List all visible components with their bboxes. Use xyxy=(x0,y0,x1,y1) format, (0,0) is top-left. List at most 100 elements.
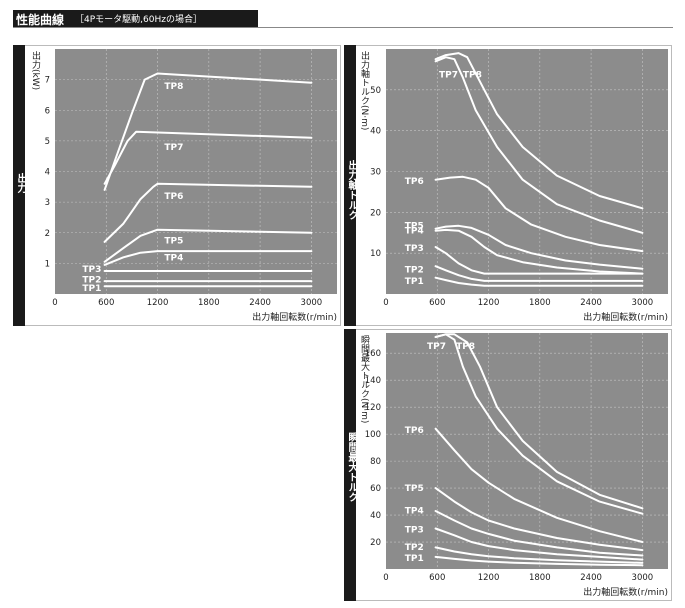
y-tick-label: 160 xyxy=(365,349,381,359)
plot-area xyxy=(386,333,668,569)
series-line-tp4 xyxy=(103,250,313,266)
x-tick-label: 0 xyxy=(52,298,57,308)
max-torque-chart: 0 600 1200 1800 2400 3000 20 40 60 80 100 120 140 160… xyxy=(359,333,668,598)
header-bar: 性能曲線 ［4Pモータ駆動,60Hzの場合］ xyxy=(13,10,258,27)
output-torque-chart: 0 600 1200 1800 2400 3000 10 20 30 40 50 TP7 TP8 TP6 T… xyxy=(359,49,668,323)
curve-label-tp8: TP8 xyxy=(456,342,475,352)
output-power-chart: 0 600 1200 1800 2400 3000 1 2 3 4 5 6 7 TP8 TP7 TP6 TP5 T… xyxy=(30,49,337,323)
y-tick-label: 50 xyxy=(370,86,381,96)
x-tick-label: 1800 xyxy=(198,298,220,308)
y-tick-label: 30 xyxy=(370,168,381,178)
x-tick-label: 600 xyxy=(98,298,114,308)
curve-label-tp1: TP1 xyxy=(405,277,424,287)
y-tick-label: 40 xyxy=(370,127,381,137)
y-tick-label: 7 xyxy=(45,76,50,86)
y-axis-label: 出力軸トルク(N·m) xyxy=(359,50,370,130)
side-label-output: 出力 xyxy=(15,173,26,193)
series-line-tp4 xyxy=(434,510,644,557)
curve-label-tp4: TP4 xyxy=(164,253,183,263)
curve-label-tp6: TP6 xyxy=(405,177,424,187)
x-tick-label: 600 xyxy=(429,298,445,308)
x-tick-label: 3000 xyxy=(632,298,654,308)
curve-label-tp4: TP4 xyxy=(405,507,424,517)
x-axis-label: 出力軸回転数(r/min) xyxy=(583,586,668,598)
series-line-tp3 xyxy=(434,527,644,561)
series-line-tp7 xyxy=(434,333,644,515)
header-divider xyxy=(13,27,673,28)
x-tick-label: 1200 xyxy=(478,298,500,308)
y-axis-label: 出力(kW) xyxy=(30,50,41,90)
y-tick-label: 2 xyxy=(45,229,50,239)
x-tick-label: 1800 xyxy=(529,298,551,308)
y-tick-label: 10 xyxy=(370,249,381,259)
curve-label-tp6: TP6 xyxy=(164,192,183,202)
curve-label-tp3: TP3 xyxy=(405,244,424,254)
header-title: 性能曲線 xyxy=(16,13,65,27)
y-tick-label: 120 xyxy=(365,403,381,413)
series-line-tp7 xyxy=(103,130,313,185)
x-tick-label: 2400 xyxy=(580,298,602,308)
series-line-tp4 xyxy=(434,228,644,275)
series-line-tp1 xyxy=(434,555,644,567)
y-tick-label: 140 xyxy=(365,376,381,386)
series-line-tp1 xyxy=(434,276,644,287)
x-tick-label: 600 xyxy=(429,573,445,583)
series-line-tp8 xyxy=(103,72,313,191)
y-tick-label: 5 xyxy=(45,137,50,147)
curve-label-tp3: TP3 xyxy=(82,265,101,275)
series-line-tp6 xyxy=(434,175,644,253)
y-tick-label: 3 xyxy=(45,198,50,208)
series-line-tp6 xyxy=(103,182,313,243)
y-tick-label: 20 xyxy=(370,208,381,218)
x-tick-label: 3000 xyxy=(301,298,323,308)
series-line-tp8 xyxy=(434,333,644,510)
curve-label-tp6: TP6 xyxy=(405,426,424,436)
header-subtitle: ［4Pモータ駆動,60Hzの場合］ xyxy=(75,15,202,25)
side-label-max-torque: 瞬間最大トルク xyxy=(346,432,357,502)
side-tab-torque: 出力軸トルク xyxy=(344,45,357,326)
x-tick-label: 2400 xyxy=(580,573,602,583)
curve-label-tp2: TP2 xyxy=(405,265,424,275)
series-line-tp5 xyxy=(103,228,313,263)
x-tick-label: 2400 xyxy=(249,298,271,308)
x-tick-label: 1200 xyxy=(478,573,500,583)
y-tick-label: 100 xyxy=(365,430,381,440)
y-tick-label: 6 xyxy=(45,106,50,116)
curve-label-tp4: TP4 xyxy=(405,227,424,237)
y-tick-label: 40 xyxy=(370,511,381,521)
curve-label-tp2: TP2 xyxy=(405,543,424,553)
x-tick-label: 0 xyxy=(383,573,388,583)
curve-label-tp5: TP5 xyxy=(405,484,424,494)
x-tick-label: 1200 xyxy=(147,298,169,308)
x-axis-label: 出力軸回転数(r/min) xyxy=(583,311,668,323)
curve-label-tp5: TP5 xyxy=(164,236,183,246)
series-line-tp2 xyxy=(434,265,644,282)
y-tick-label: 4 xyxy=(45,168,50,178)
curve-label-tp1: TP1 xyxy=(82,284,101,294)
y-axis-label: 瞬間最大トルク(N·m) xyxy=(359,334,370,423)
curve-label-tp5: TP5 xyxy=(405,222,424,232)
side-tab-output: 出力 xyxy=(13,45,26,326)
curve-label-tp7: TP7 xyxy=(164,143,183,153)
side-label-torque: 出力軸トルク xyxy=(346,160,357,220)
series-line-tp5 xyxy=(434,224,644,270)
curve-label-tp3: TP3 xyxy=(405,526,424,536)
curve-label-tp2: TP2 xyxy=(82,275,101,285)
y-tick-label: 20 xyxy=(370,538,381,548)
series-line-tp6 xyxy=(434,427,644,543)
curve-label-tp7: TP7 xyxy=(427,342,446,352)
series-line-tp8 xyxy=(434,52,644,210)
y-tick-label: 1 xyxy=(45,259,50,269)
y-tick-label: 60 xyxy=(370,484,381,494)
curve-label-tp7: TP7 xyxy=(439,71,458,81)
curve-label-tp8: TP8 xyxy=(463,71,482,81)
x-tick-label: 1800 xyxy=(529,573,551,583)
series-line-tp3 xyxy=(434,246,644,275)
x-tick-label: 3000 xyxy=(632,573,654,583)
series-line-tp2 xyxy=(434,546,644,564)
series-line-tp7 xyxy=(434,56,644,234)
x-tick-label: 0 xyxy=(383,298,388,308)
curve-label-tp8: TP8 xyxy=(164,82,183,92)
y-tick-label: 80 xyxy=(370,457,381,467)
curve-label-tp1: TP1 xyxy=(405,554,424,564)
